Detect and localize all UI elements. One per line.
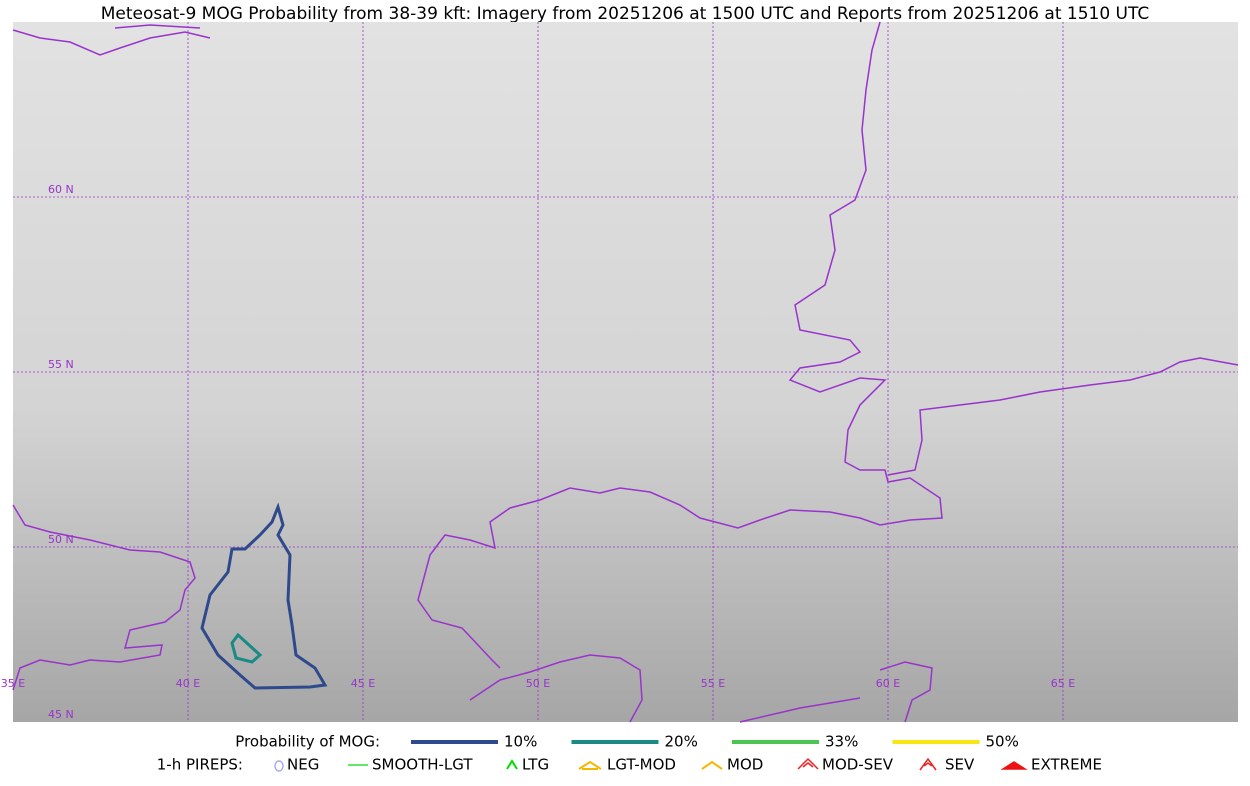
- lon-label: 35 E: [1, 677, 25, 690]
- legend-label: MOD: [727, 756, 763, 774]
- lon-label: 50 E: [526, 677, 550, 690]
- legend-label: LTG: [522, 756, 549, 774]
- coastline: [12, 504, 196, 691]
- coastline: [469, 654, 933, 723]
- coastline: [887, 357, 1239, 476]
- legend: Probability of MOG: 10% 20% 33% 50% 1-h PIREP…: [157, 733, 1102, 774]
- pirep-icon: [578, 760, 602, 770]
- lat-label: 60 N: [48, 183, 74, 196]
- legend-title: 1-h PIREPS:: [157, 756, 243, 774]
- grid: 60 N 55 N 50 N 45 N 35 E 40 E 45 E 50 E 55 E 60 E…: [1, 22, 1238, 722]
- pirep-icon: [274, 760, 284, 772]
- legend-label: NEG: [287, 756, 319, 774]
- pirep-icon: [506, 759, 518, 770]
- lon-label: 40 E: [176, 677, 200, 690]
- coastline: [417, 21, 943, 669]
- lat-label: 55 N: [48, 358, 74, 371]
- legend-label: MOD-SEV: [822, 756, 894, 774]
- lat-label: 45 N: [48, 708, 74, 721]
- legend-label: LGT-MOD: [607, 756, 676, 774]
- legend-label: SEV: [945, 756, 975, 774]
- pirep-icon: [797, 757, 819, 770]
- lat-label: 50 N: [48, 533, 74, 546]
- legend-label: 33%: [825, 733, 858, 751]
- mog-contour-10: [200, 502, 328, 690]
- coastlines: [12, 21, 1239, 723]
- legend-label: SMOOTH-LGT: [372, 756, 473, 774]
- legend-label: 10%: [504, 733, 537, 751]
- legend-title: Probability of MOG:: [235, 733, 380, 751]
- lon-label: 60 E: [876, 677, 900, 690]
- legend-label: 20%: [665, 733, 698, 751]
- pirep-icon: [1000, 761, 1028, 770]
- title: Meteosat-9 MOG Probability from 38-39 kf…: [101, 4, 1150, 24]
- pirep-icon: [919, 757, 937, 771]
- lon-label: 55 E: [701, 677, 725, 690]
- mog-contour-20: [230, 632, 263, 664]
- legend-label: EXTREME: [1031, 756, 1102, 774]
- coastline: [12, 24, 211, 56]
- lon-label: 45 E: [351, 677, 375, 690]
- pirep-icon: [701, 760, 723, 770]
- lon-label: 65 E: [1051, 677, 1075, 690]
- legend-label: 50%: [986, 733, 1019, 751]
